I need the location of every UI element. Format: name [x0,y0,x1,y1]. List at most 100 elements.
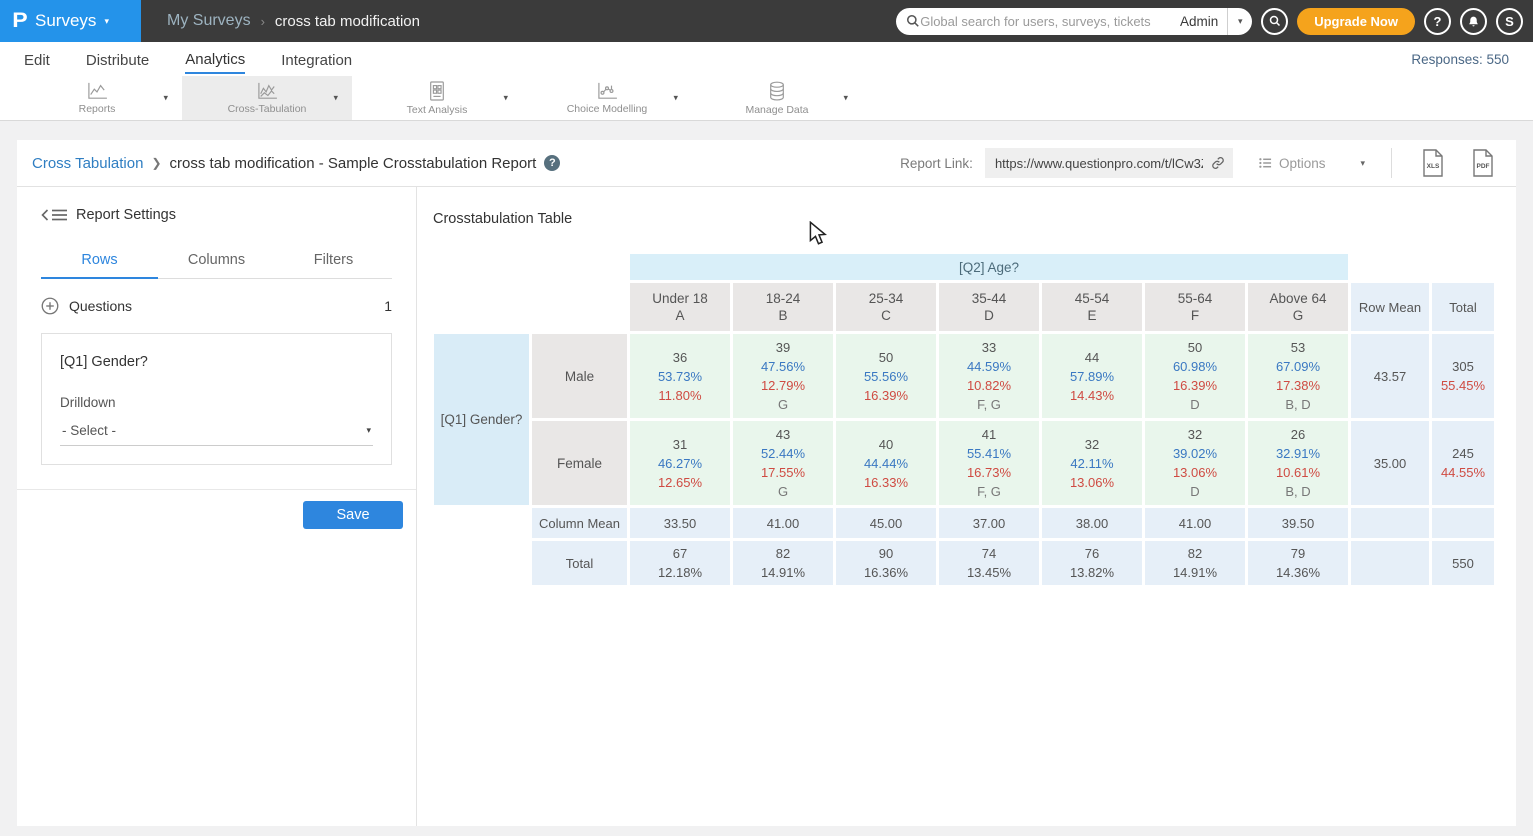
row-mean-cell: 43.57 [1351,334,1429,418]
notifications-button[interactable] [1460,8,1487,35]
chevron-down-icon[interactable]: ▾ [163,93,168,104]
crosstab-cell: 5367.09%17.38%B, D [1248,334,1348,418]
header-row: Under 18A 18-24B 25-34C 35-44D 45-54E 55… [434,283,1494,331]
list-options-icon [1259,157,1272,169]
spacer-cell [434,254,627,280]
search-scope-chevron-icon[interactable]: ▾ [1228,17,1252,26]
questionpro-logo-icon: P [12,9,27,33]
options-dropdown[interactable]: Options ▾ [1259,156,1365,171]
chevron-down-icon[interactable]: ▾ [503,93,508,104]
crosstab-cell: 3653.73%11.80% [630,334,730,418]
chevron-down-icon[interactable]: ▾ [843,93,848,104]
save-row: Save [17,490,416,529]
text-analysis-icon [428,81,446,101]
drilldown-select-value: - Select - [62,423,116,438]
report-title: cross tab modification - Sample Crosstab… [170,155,537,172]
chevron-down-icon[interactable]: ▾ [673,93,678,104]
toolbar-text-analysis[interactable]: Text Analysis ▾ [352,76,522,120]
product-name: Surveys [35,11,96,31]
total-empty-cell [1351,541,1429,585]
survey-nav: Edit Distribute Analytics Integration Re… [0,42,1533,76]
column-header: 18-24B [733,283,833,331]
report-help-icon[interactable]: ? [544,155,560,171]
toolbar-manage-data[interactable]: Manage Data ▾ [692,76,862,120]
crosstab-cell: 3239.02%13.06%D [1145,421,1245,505]
tab-filters[interactable]: Filters [275,245,392,278]
chevron-down-icon[interactable]: ▾ [333,93,338,104]
crosstab-cell: 4457.89%14.43% [1042,334,1142,418]
global-search-input[interactable] [920,14,1171,29]
row-label: Female [532,421,627,505]
report-actions: Report Link: Options ▾ XLS PDF [900,148,1502,178]
breadcrumb-my-surveys[interactable]: My Surveys [167,12,251,30]
link-icon[interactable] [1210,155,1226,171]
nav-distribute[interactable]: Distribute [86,46,149,73]
nav-integration[interactable]: Integration [281,46,352,73]
settings-title: Report Settings [76,207,176,223]
crosstab-cell: 4352.44%17.55%G [733,421,833,505]
questions-count: 1 [384,298,392,314]
xls-label: XLS [1427,163,1440,170]
toolbar-reports[interactable]: Reports ▾ [12,76,182,120]
export-pdf-button[interactable]: PDF [1470,149,1496,177]
drilldown-select[interactable]: - Select - ▾ [60,414,373,446]
avatar[interactable]: S [1496,8,1523,35]
search-scope-label[interactable]: Admin [1171,14,1227,29]
row-question-label: [Q1] Gender? [434,334,529,505]
topbar-actions: Admin ▾ Upgrade Now ? S [896,0,1523,42]
tab-columns[interactable]: Columns [158,245,275,278]
question-card: [Q1] Gender? Drilldown - Select - ▾ [41,333,392,465]
add-question-icon[interactable] [41,297,59,315]
collapse-panel-button[interactable] [41,209,67,221]
crosstab-section: Crosstabulation Table [Q2] Age? Un [417,187,1516,826]
row-total-cell: 24544.55% [1432,421,1494,505]
nav-analytics[interactable]: Analytics [185,45,245,74]
report-link-input[interactable] [985,148,1233,178]
toolbar-item-label: Cross-Tabulation [228,103,307,115]
save-button[interactable]: Save [303,501,403,529]
report-link-label: Report Link: [900,156,973,171]
column-mean-empty-cell [1351,508,1429,538]
toolbar-item-label: Choice Modelling [567,103,648,115]
toolbar-choice-modelling[interactable]: Choice Modelling ▾ [522,76,692,120]
banner-row: [Q2] Age? [434,254,1494,280]
row-mean-header: Row Mean [1351,283,1429,331]
column-question-banner: [Q2] Age? [630,254,1348,280]
responses-count: Responses: 550 [1411,52,1509,67]
hamburger-icon [52,209,67,221]
toolbar-item-label: Text Analysis [407,104,468,116]
line-chart-icon [86,82,108,100]
total-cell: 8214.91% [733,541,833,585]
upgrade-button[interactable]: Upgrade Now [1297,8,1415,35]
product-switcher[interactable]: P Surveys ▾ [0,0,141,42]
column-mean-label: Column Mean [532,508,627,538]
crosstab-cell: 3242.11%13.06% [1042,421,1142,505]
spacer-cell [434,508,529,538]
toolbar-cross-tabulation[interactable]: Cross-Tabulation ▾ [182,76,352,120]
breadcrumb-current-survey: cross tab modification [275,13,420,30]
column-header: 45-54E [1042,283,1142,331]
column-header: 35-44D [939,283,1039,331]
app-root: P Surveys ▾ My Surveys › cross tab modif… [0,0,1533,836]
column-header: Above 64G [1248,283,1348,331]
crosstab-cell: 3344.59%10.82%F, G [939,334,1039,418]
export-xls-button[interactable]: XLS [1420,149,1446,177]
database-icon [768,81,786,101]
crosstab-cell: 3146.27%12.65% [630,421,730,505]
crosstab-cell: 4155.41%16.73%F, G [939,421,1039,505]
column-mean-row: Column Mean 33.50 41.00 45.00 37.00 38.0… [434,508,1494,538]
cross-tabulation-link[interactable]: Cross Tabulation [32,155,143,172]
nav-edit[interactable]: Edit [24,46,50,73]
grand-total-cell: 550 [1432,541,1494,585]
spacer-cell [1351,254,1494,280]
total-cell: 7914.36% [1248,541,1348,585]
help-button[interactable]: ? [1424,8,1451,35]
tab-rows[interactable]: Rows [41,245,158,279]
search-icon [906,14,920,28]
data-row-male: [Q1] Gender? Male 3653.73%11.80% 3947.56… [434,334,1494,418]
total-cell: 7413.45% [939,541,1039,585]
report-card: Cross Tabulation ❯ cross tab modificatio… [17,140,1516,826]
options-label: Options [1279,156,1326,171]
total-cell: 7613.82% [1042,541,1142,585]
search-button[interactable] [1261,8,1288,35]
